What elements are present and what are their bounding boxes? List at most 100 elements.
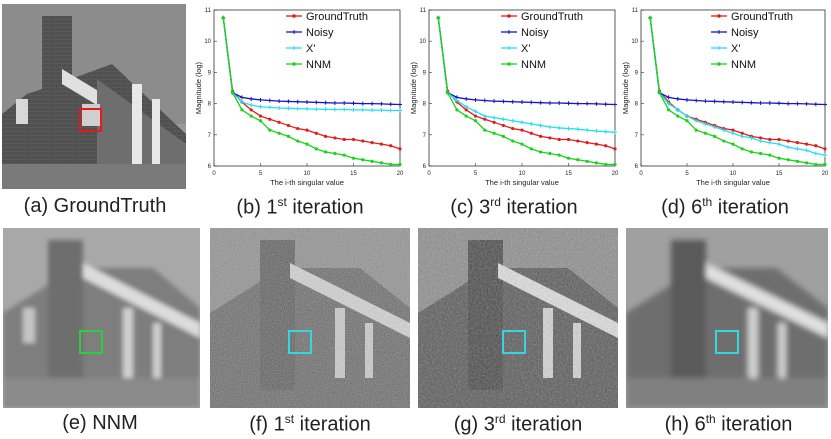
legend-marker xyxy=(292,62,296,66)
groundtruth-image xyxy=(2,4,186,189)
data-point xyxy=(823,153,827,158)
data-point xyxy=(529,147,533,151)
x-tick-label: 20 xyxy=(822,171,829,177)
data-point xyxy=(520,128,524,132)
data-point xyxy=(370,141,374,145)
x-tick-label: 5 xyxy=(259,171,263,177)
data-point xyxy=(613,147,617,151)
data-point xyxy=(749,135,754,140)
data-point xyxy=(694,128,698,132)
data-point xyxy=(804,101,809,106)
data-point xyxy=(538,123,543,128)
data-point xyxy=(823,162,827,167)
legend-entry: GroundTruth xyxy=(306,11,368,23)
data-point xyxy=(823,102,827,107)
data-point xyxy=(594,142,598,146)
data-point xyxy=(455,108,459,112)
x-tick-label: 0 xyxy=(639,171,643,177)
y-tick-label: 6 xyxy=(635,164,639,170)
data-point xyxy=(314,147,318,151)
data-point xyxy=(473,97,478,102)
x-tick-label: 0 xyxy=(427,171,431,177)
data-point xyxy=(501,134,505,138)
data-point xyxy=(258,119,263,123)
legend-marker xyxy=(292,30,296,34)
data-point xyxy=(360,107,365,112)
x-tick-label: 5 xyxy=(474,171,478,177)
data-point xyxy=(332,107,337,112)
legend-entry: NNM xyxy=(521,59,546,71)
data-point xyxy=(323,100,328,105)
data-point xyxy=(398,108,402,113)
data-point xyxy=(823,147,827,151)
data-point xyxy=(539,134,543,138)
data-point xyxy=(667,108,671,112)
legend-entry: X' xyxy=(521,43,530,55)
legend-marker xyxy=(717,46,721,50)
data-point xyxy=(675,96,680,101)
data-point xyxy=(759,151,763,156)
x-tick-label: 5 xyxy=(685,171,689,177)
data-point xyxy=(379,108,384,113)
plot-area xyxy=(213,9,401,167)
x-tick-label: 10 xyxy=(304,171,311,177)
caption-e: (e) NNM xyxy=(62,412,138,434)
y-tick-label: 9 xyxy=(208,70,212,76)
iteration6-image xyxy=(626,228,828,408)
data-point xyxy=(731,142,735,146)
data-point xyxy=(520,100,524,105)
data-point xyxy=(786,139,790,143)
data-point xyxy=(492,115,497,120)
data-point xyxy=(267,105,272,110)
data-point xyxy=(398,102,402,107)
data-point xyxy=(492,131,496,135)
data-point xyxy=(694,118,699,123)
y-axis-label: Magnitude (log) xyxy=(621,61,630,114)
singular-value-chart-iter3: 0 5 10 15 20 6 7 8 9 10 11 The i-th singular value M… xyxy=(407,4,621,189)
data-point xyxy=(379,161,383,165)
data-point xyxy=(657,91,661,95)
data-point xyxy=(483,128,487,132)
data-point xyxy=(268,128,272,132)
legend-entry: GroundTruth xyxy=(731,11,793,23)
data-point xyxy=(777,137,781,142)
data-point xyxy=(314,107,319,112)
data-point xyxy=(703,121,708,126)
data-point xyxy=(675,107,680,112)
data-point xyxy=(324,150,328,154)
data-point xyxy=(249,96,254,101)
data-point xyxy=(529,100,534,105)
data-point xyxy=(585,101,590,106)
legend-marker xyxy=(507,14,511,18)
data-point xyxy=(685,97,689,102)
data-point xyxy=(566,156,571,160)
data-point xyxy=(389,162,393,167)
legend-entry: Noisy xyxy=(306,27,334,39)
data-point xyxy=(585,141,589,145)
caption-a: (a) GroundTruth xyxy=(23,195,167,217)
caption-c: (c) 3rd iteration xyxy=(450,195,578,219)
data-point xyxy=(351,156,356,160)
x-tick-label: 10 xyxy=(730,171,737,177)
x-axis-label: The i-th singular value xyxy=(270,178,344,187)
data-point xyxy=(594,101,599,106)
data-point xyxy=(258,114,263,118)
caption-g: (g) 3rd iteration xyxy=(453,412,583,436)
data-point xyxy=(464,104,469,109)
data-point xyxy=(749,150,753,154)
data-point xyxy=(613,102,617,107)
data-point xyxy=(676,114,680,118)
data-point xyxy=(576,139,580,143)
data-point xyxy=(379,101,384,106)
data-point xyxy=(464,108,468,112)
house-photo-iter3 xyxy=(418,228,618,408)
data-point xyxy=(805,142,809,146)
data-point xyxy=(520,142,524,146)
nnm-region-box xyxy=(79,330,103,354)
data-point xyxy=(277,120,281,124)
data-point xyxy=(388,108,393,113)
data-point xyxy=(603,129,608,134)
data-point xyxy=(529,121,534,126)
data-point xyxy=(731,128,735,132)
data-point xyxy=(454,98,459,103)
